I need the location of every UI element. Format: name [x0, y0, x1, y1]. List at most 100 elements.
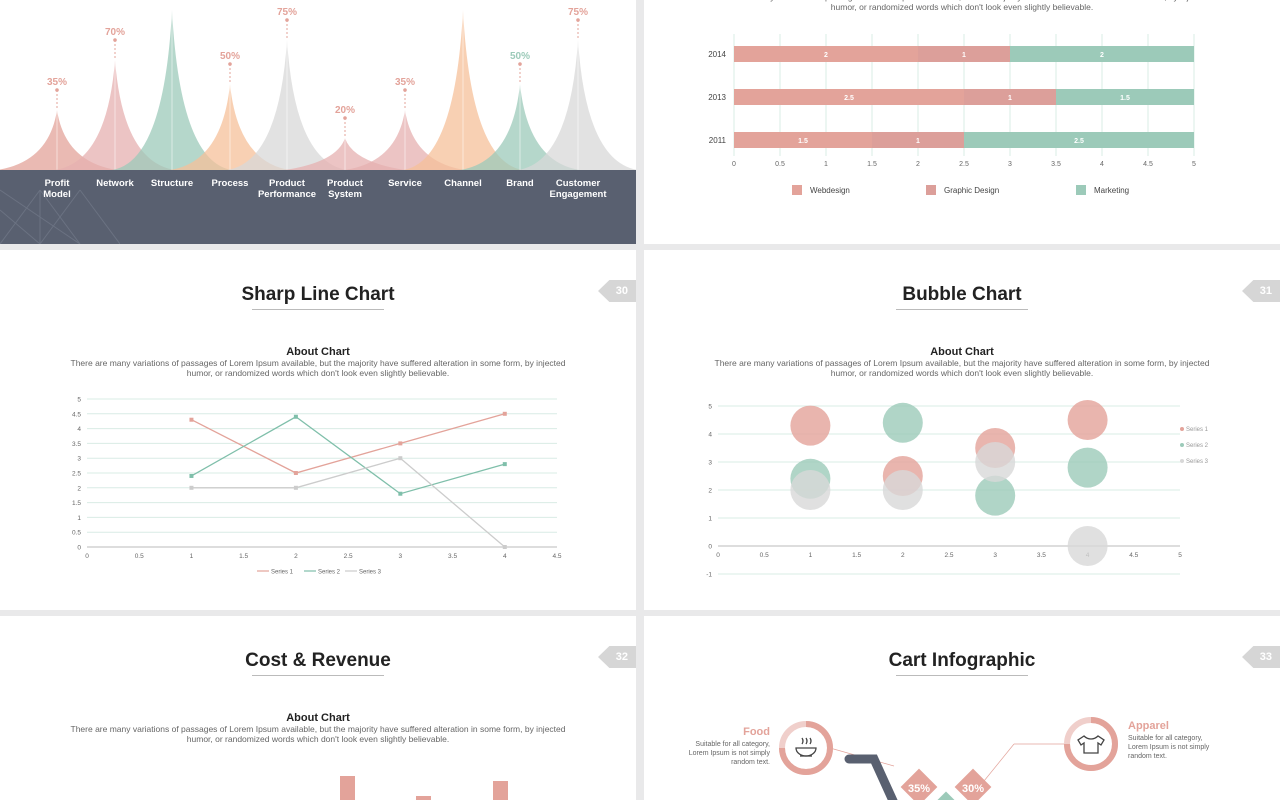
- bubble-0-3: [1067, 400, 1108, 440]
- slide-bubble: Bubble Chart 31 About Chart There are ma…: [644, 250, 1280, 610]
- xtick-2: 1: [809, 552, 813, 559]
- xtick-2: 1: [824, 161, 828, 168]
- slide-title: Cost & Revenue: [245, 650, 391, 671]
- bar-0-1: [918, 46, 1010, 62]
- xtick-0: 0: [716, 552, 720, 559]
- title-underline: [252, 309, 384, 310]
- legend-label-0: Series 1: [271, 570, 294, 576]
- cart-graphic: 35% 30%: [779, 717, 1118, 800]
- bar-1-1: [964, 89, 1056, 105]
- category-label-9: Customer Engagement: [549, 178, 607, 200]
- peak-value-9: 75%: [568, 7, 588, 18]
- point-1-3: [502, 462, 507, 467]
- line-chart: 0 0.5 1 1.5 2 2.5 3 3.5 4 4.5 5 0 0.5 1 1.5 2 2.5 3 3.5 4 4.…: [72, 397, 562, 576]
- about-text: There are many variations of passages of…: [70, 358, 566, 378]
- xtick-10: 5: [1192, 161, 1196, 168]
- point-0-0: [189, 417, 194, 422]
- xtick-7: 3.5: [1051, 161, 1061, 168]
- xtick-6: 3: [993, 552, 997, 559]
- bar-label-2-1: 1: [916, 138, 920, 145]
- category-label-5: Product System: [327, 178, 363, 200]
- ytick-0: -1: [706, 572, 712, 579]
- slide-title: Cart Infographic: [888, 650, 1036, 671]
- pct-label-2: 30%: [962, 783, 984, 795]
- peak-value-8: 50%: [510, 51, 530, 62]
- peak-value-4: 75%: [277, 7, 297, 18]
- xtick-3: 1.5: [852, 552, 861, 559]
- legend-label-1: Series 2: [318, 570, 341, 576]
- xtick-9: 4.5: [1129, 552, 1138, 559]
- xtick-8: 4: [1100, 161, 1104, 168]
- xtick-3: 1.5: [239, 553, 248, 560]
- slide-cart: Cart Infographic 33 Food Suitable for al…: [644, 616, 1280, 800]
- legend-label-0: Series 1: [1186, 427, 1209, 433]
- category-label-2: Structure: [150, 178, 194, 189]
- apparel-title: Apparel: [1128, 720, 1169, 732]
- point-0-3: [502, 411, 507, 416]
- legend-label-2: Series 3: [1186, 459, 1209, 465]
- peak-value-1: 70%: [105, 27, 125, 38]
- stacked-bar-chart: 0 0.5 1 1.5 2 2.5 3 3.5 4 4.5 5 2014 2 1 2 2013 2.5 1 1.5 2…: [708, 34, 1196, 195]
- ytick-4: 2: [77, 485, 81, 492]
- ytick-5: 4: [708, 432, 712, 439]
- title-underline: [896, 675, 1028, 676]
- slide-number: 32: [598, 646, 636, 668]
- category-label-1: Network: [96, 178, 134, 189]
- ytick-6: 3: [77, 456, 81, 463]
- ytick-9: 4.5: [72, 411, 81, 418]
- legend-label-2: Marketing: [1094, 186, 1129, 195]
- peak-dot-9: [576, 18, 580, 22]
- xtick-4: 2: [901, 552, 905, 559]
- bar-partial-3: [493, 781, 508, 800]
- bubble-0-0: [790, 405, 831, 446]
- peaks-chart: 35% 70% 50% 75% 20% 35% 50% 75%: [0, 7, 636, 170]
- point-0-1: [293, 471, 298, 475]
- point-1-2: [398, 491, 403, 496]
- bubble-2-1: [882, 470, 923, 510]
- slide-peaks: 35% 70% 50% 75% 20% 35% 50% 75% Profit Model Netw…: [0, 0, 636, 244]
- ytick-3: 1.5: [72, 500, 81, 507]
- bar-label-1-2: 1.5: [1120, 95, 1130, 102]
- pct-diamond-1: [900, 768, 938, 800]
- category-label-4: Product Performance: [257, 178, 317, 200]
- ytick-4: 3: [708, 460, 712, 467]
- shirt-icon: [1077, 735, 1105, 754]
- bar-label-2-2: 2.5: [1074, 138, 1084, 145]
- point-2-3: [502, 545, 507, 549]
- bar-1-2: [1056, 89, 1194, 105]
- xtick-6: 3: [399, 553, 403, 560]
- xtick-9: 4.5: [552, 553, 561, 560]
- legend-label-1: Series 2: [1186, 443, 1209, 449]
- peak-value-0: 35%: [47, 77, 67, 88]
- ytick-5: 2.5: [72, 471, 81, 478]
- stacked-description: There are many variations of passages of…: [715, 0, 1210, 12]
- category-bar: [0, 170, 636, 244]
- bubble-2-2: [975, 442, 1016, 482]
- ytick-2: 1: [77, 515, 81, 522]
- ytick-2: 1: [708, 516, 712, 523]
- cart-handle: [844, 754, 898, 800]
- about-title: About Chart: [930, 346, 994, 358]
- category-label-7: Channel: [444, 178, 482, 189]
- xtick-0: 0: [732, 161, 736, 168]
- about-text: There are many variations of passages of…: [714, 358, 1210, 378]
- ytick-1: 0.5: [72, 530, 81, 537]
- xtick-8: 4: [503, 553, 507, 560]
- series-line-1: [191, 415, 505, 495]
- food-title: Food: [743, 726, 770, 738]
- ytick-0: 0: [77, 545, 81, 552]
- series-line-2: [191, 457, 506, 548]
- ytick-8: 4: [77, 426, 81, 433]
- xtick-10: 5: [1178, 552, 1182, 559]
- slide-title: Sharp Line Chart: [241, 284, 395, 305]
- bar-label-1-1: 1: [1008, 95, 1012, 102]
- bubble-1-1: [882, 402, 923, 443]
- legend-label-0: Webdesign: [810, 186, 850, 195]
- bar-0-2: [1010, 46, 1194, 62]
- point-2-0: [189, 485, 194, 490]
- xtick-6: 3: [1008, 161, 1012, 168]
- slide-stacked-bar: There are many variations of passages of…: [644, 0, 1280, 244]
- point-2-1: [293, 485, 298, 490]
- xtick-4: 2: [916, 161, 920, 168]
